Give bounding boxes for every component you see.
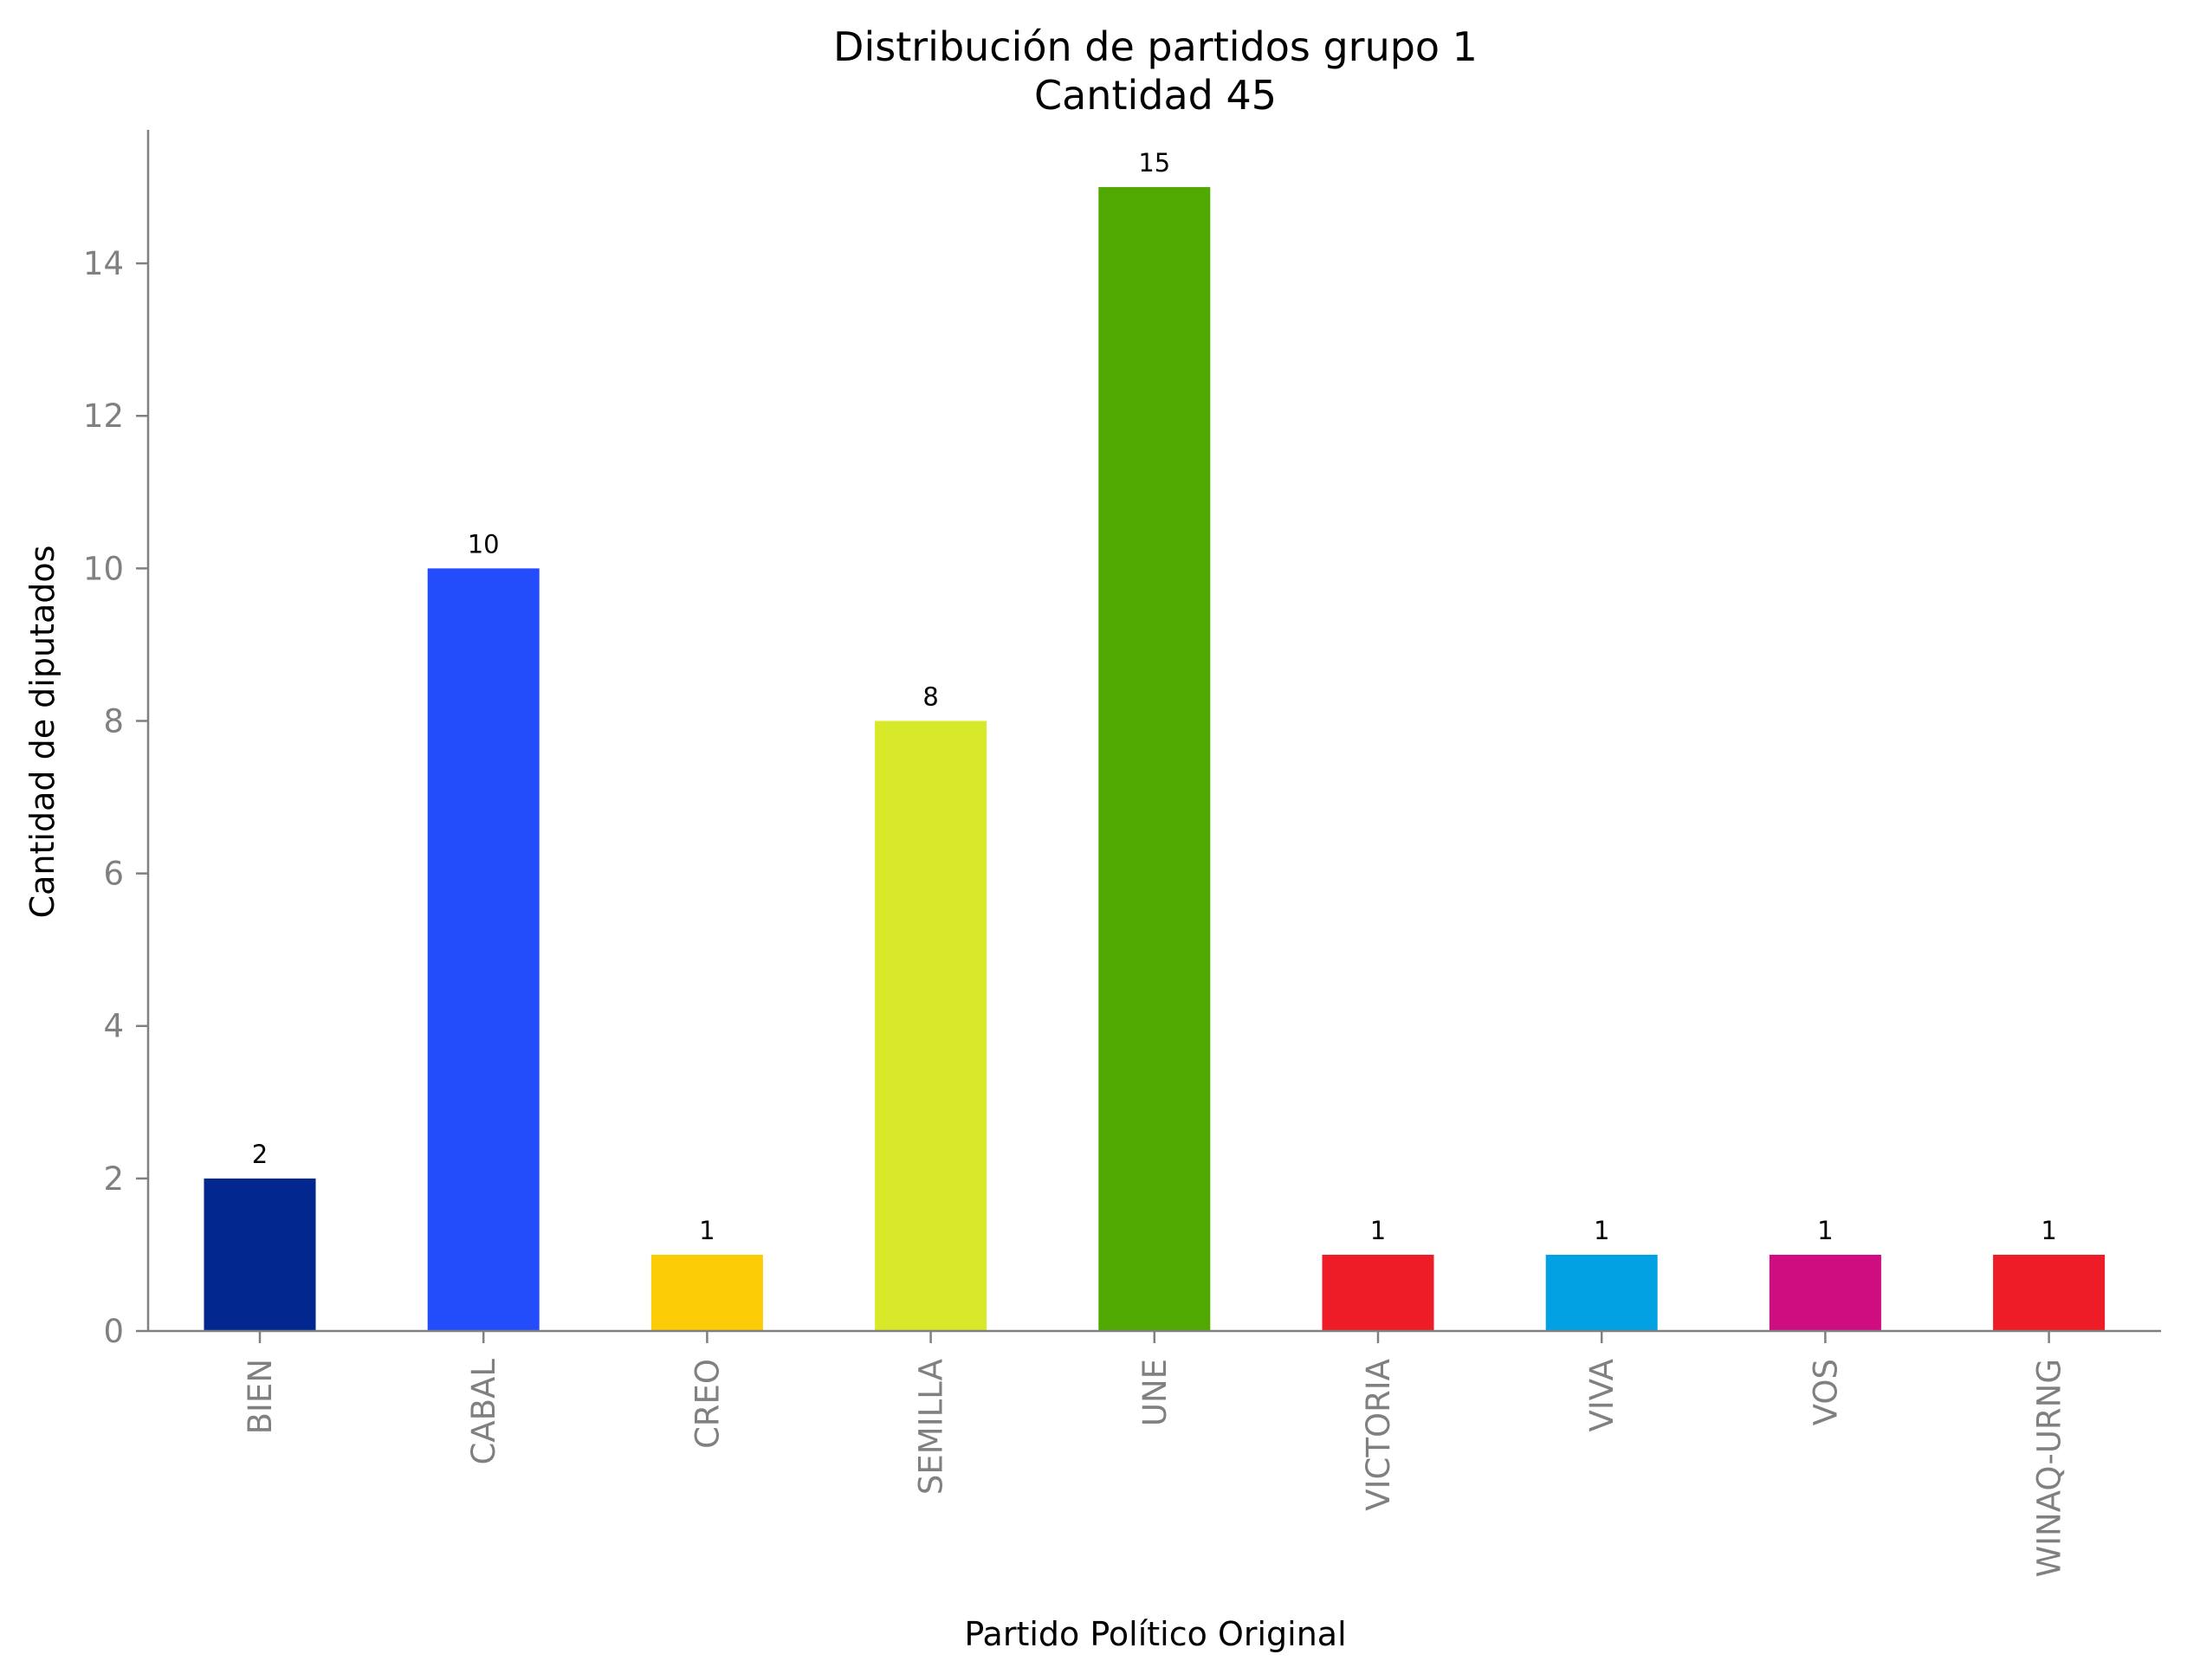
x-tick-label-bien: BIEN [242, 1359, 279, 1434]
bar-victoria [1322, 1254, 1434, 1331]
y-tick-label: 10 [83, 550, 124, 587]
x-tick-label-semilla: SEMILLA [913, 1359, 950, 1495]
x-axis-label: Partido Político Original [964, 1615, 1346, 1653]
x-tick-label-viva: VIVA [1583, 1359, 1621, 1431]
data-label-vos: 1 [1817, 1216, 1833, 1245]
bar-une [1098, 187, 1211, 1332]
x-tick-label-creo: CREO [689, 1359, 726, 1449]
x-tick-label-winaq-urng: WINAQ-URNG [2031, 1359, 2068, 1577]
bar-viva [1545, 1254, 1658, 1331]
data-label-une: 15 [1138, 148, 1170, 178]
axes-layer: BIEN CABAL CREO SEMILLA UNE VICTORIA VIVA VOS WI… [83, 130, 2161, 1577]
x-tick-label-victoria: VICTORIA [1360, 1359, 1397, 1511]
bar-semilla [875, 720, 987, 1331]
y-tick-label: 6 [103, 856, 124, 893]
data-label-bien: 2 [252, 1140, 268, 1169]
y-tick-label: 4 [103, 1008, 124, 1045]
x-tick-label-une: UNE [1136, 1359, 1174, 1426]
data-label-semilla: 8 [922, 682, 938, 711]
y-tick-label: 8 [103, 702, 124, 740]
y-axis-label: Cantidad de diputados [23, 546, 61, 919]
bar-cabal [427, 568, 540, 1331]
data-label-victoria: 1 [1370, 1216, 1386, 1245]
y-tick-label: 0 [103, 1313, 124, 1350]
data-label-winaq-urng: 1 [2041, 1216, 2056, 1245]
bar-vos [1769, 1254, 1881, 1331]
data-label-viva: 1 [1594, 1216, 1609, 1245]
chart-title: Distribución de partidos grupo 1 [833, 23, 1478, 70]
bar-bien [204, 1178, 316, 1331]
x-tick-label-vos: VOS [1807, 1359, 1844, 1425]
y-tick-label: 12 [83, 397, 124, 435]
data-label-creo: 1 [699, 1216, 715, 1245]
bar-winaq-urng [1993, 1254, 2106, 1331]
bar-creo [650, 1254, 763, 1331]
y-tick-label: 2 [103, 1160, 124, 1198]
data-label-cabal: 10 [468, 529, 500, 559]
y-tick-label: 14 [83, 245, 124, 282]
x-tick-label-cabal: CABAL [465, 1359, 502, 1465]
chart-subtitle: Cantidad 45 [1034, 72, 1277, 119]
